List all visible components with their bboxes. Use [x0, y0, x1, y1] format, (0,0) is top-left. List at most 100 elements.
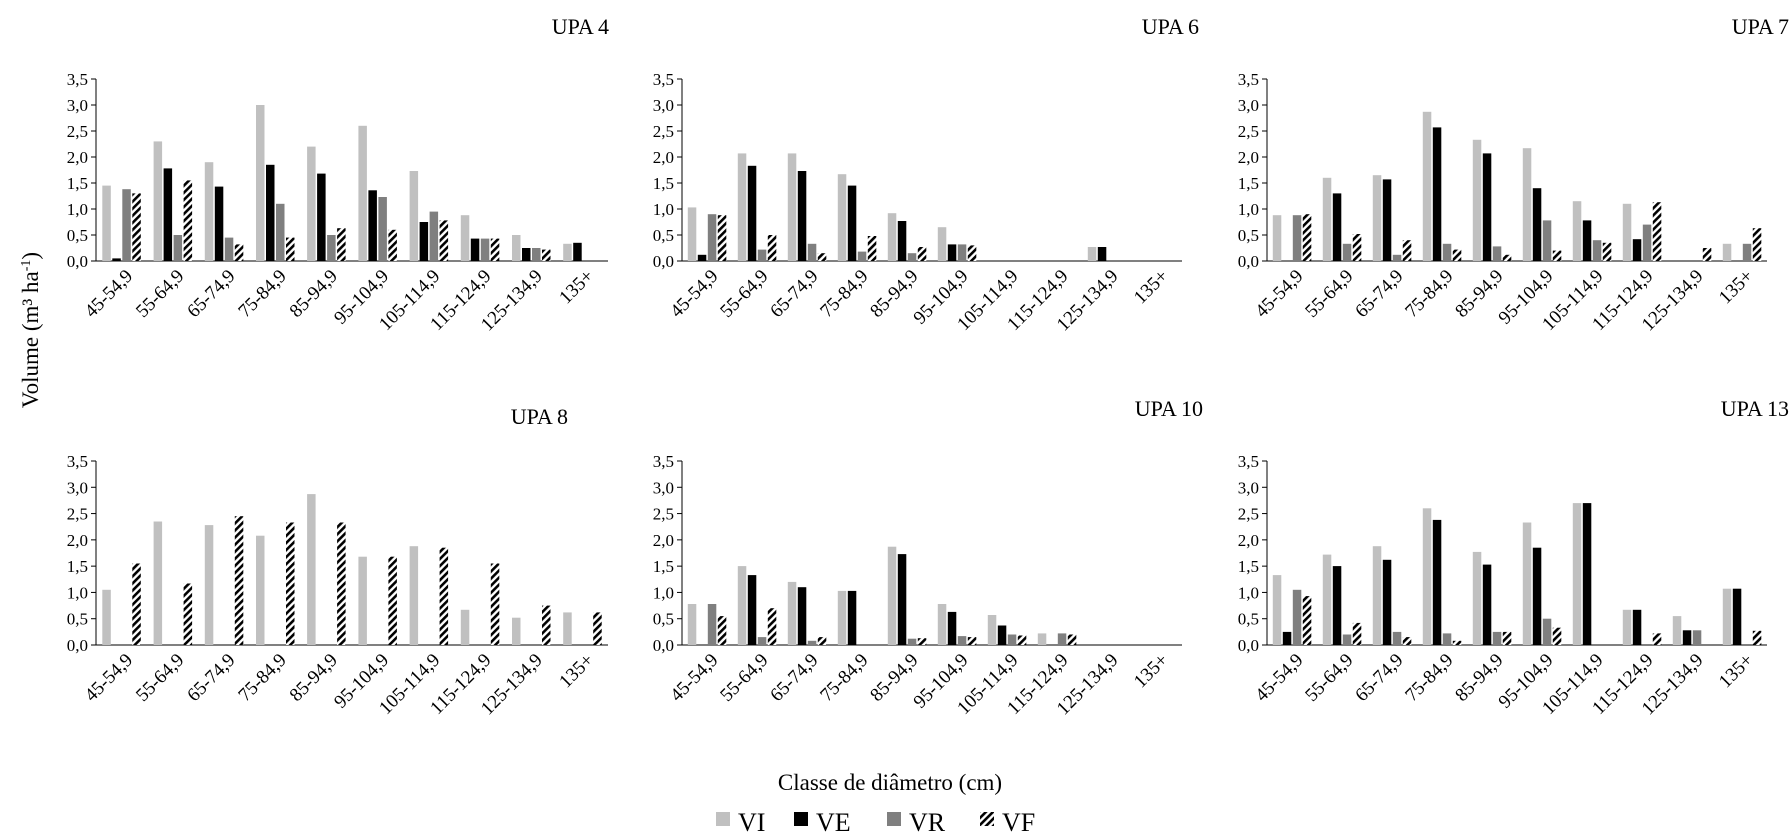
bar-vf — [1552, 250, 1562, 261]
bar-ve — [847, 590, 857, 645]
bar-vr — [276, 203, 285, 261]
bar-ve — [112, 258, 121, 261]
x-tick-label: 45-54,9 — [1251, 650, 1307, 706]
y-tick-label: 1,5 — [67, 174, 88, 193]
bar-vf — [337, 522, 346, 645]
bar-vf — [439, 547, 449, 645]
bar-vf — [542, 249, 551, 261]
y-tick-label: 3,0 — [653, 96, 674, 115]
bar-vf — [967, 245, 977, 261]
bar-vf — [767, 608, 777, 645]
x-tick-label: 65-74,9 — [183, 650, 239, 706]
bar-ve — [797, 587, 807, 645]
y-tick-label: 3,0 — [1238, 478, 1259, 497]
y-tick-label: 2,0 — [1238, 148, 1259, 167]
y-axis-label-main: Volume (m³ ha — [18, 271, 43, 408]
bar-vf — [388, 556, 397, 645]
x-tick-label: 65-74,9 — [1351, 650, 1407, 706]
bar-vi — [563, 243, 572, 261]
y-tick-label: 1,5 — [1238, 174, 1259, 193]
bar-ve — [573, 242, 582, 261]
bar-ve — [1382, 179, 1392, 261]
bar-vi — [887, 213, 897, 261]
bar-ve — [947, 244, 957, 261]
bar-vf — [1452, 249, 1462, 261]
x-tick-label: 45-54,9 — [1251, 266, 1307, 322]
bar-vf — [439, 220, 449, 261]
bar-ve — [697, 254, 707, 261]
bar-ve — [1532, 547, 1542, 645]
bar-vi — [204, 162, 214, 261]
x-tick-label: 55-64,9 — [132, 650, 188, 706]
bar-vi — [787, 581, 797, 645]
bar-vr — [532, 248, 541, 261]
bar-vf — [1652, 202, 1662, 261]
bar-ve — [1582, 503, 1592, 645]
bar-vf — [490, 238, 500, 261]
bar-vr — [1642, 224, 1652, 261]
y-tick-label: 1,0 — [67, 200, 88, 219]
bar-ve — [797, 171, 807, 261]
bar-ve — [1632, 609, 1642, 645]
y-tick-label: 2,5 — [1238, 122, 1259, 141]
bar-vi — [1522, 148, 1532, 261]
x-tick-label: 55-64,9 — [132, 266, 188, 322]
panel-title: UPA 6 — [1142, 14, 1199, 39]
bar-vi — [409, 171, 419, 261]
bar-vf — [286, 237, 295, 261]
bar-ve — [1482, 564, 1492, 645]
bar-ve — [419, 222, 429, 261]
bar-vi — [1722, 588, 1732, 645]
panel-3: UPA 8 0,0 0,5 1,0 1,5 2,0 2,5 3,0 3,5 45-54,955-6… — [67, 404, 608, 719]
bar-vr — [1742, 243, 1752, 261]
bar-ve — [1332, 566, 1342, 645]
bar-vf — [817, 253, 827, 261]
bar-ve — [897, 221, 907, 261]
bar-vi — [737, 566, 747, 645]
bar-ve — [163, 168, 173, 261]
panel-0: UPA 4 0,0 0,5 1,0 1,5 2,0 2,5 3,0 3,5 45-54,955-6… — [67, 14, 609, 335]
bar-vf — [967, 637, 977, 645]
bar-vi — [307, 146, 316, 261]
bar-vf — [1652, 633, 1662, 645]
bar-vi — [1087, 247, 1097, 261]
x-tick-label: 45-54,9 — [81, 650, 137, 706]
bar-ve — [1282, 631, 1292, 645]
bar-vf — [183, 180, 193, 261]
x-tick-label: 135+ — [555, 266, 598, 309]
panel-5: UPA 13 0,0 0,5 1,0 1,5 2,0 2,5 3,0 3,5 45-54,955-… — [1238, 396, 1789, 719]
legend-swatch-vf — [980, 812, 994, 826]
bar-vf — [593, 612, 602, 645]
y-tick-label: 0,5 — [1238, 226, 1259, 245]
y-tick-label: 3,5 — [1238, 452, 1259, 471]
legend-label-vi: VI — [738, 808, 765, 837]
bar-vf — [1752, 630, 1762, 645]
bar-vf — [1302, 596, 1312, 645]
bar-vi — [153, 521, 163, 645]
bar-vi — [1572, 201, 1582, 261]
x-tick-label: 45-54,9 — [81, 266, 137, 322]
bar-vi — [1322, 177, 1332, 261]
bar-vr — [807, 640, 817, 645]
panel-4: UPA 10 0,0 0,5 1,0 1,5 2,0 2,5 3,0 3,5 45-54,955-… — [653, 396, 1203, 719]
x-tick-label: 45-54,9 — [666, 266, 722, 322]
bar-ve — [522, 248, 531, 261]
x-tick-label: 45-54,9 — [666, 650, 722, 706]
y-tick-label: 0,0 — [653, 252, 674, 271]
legend-swatch-ve — [794, 812, 808, 826]
x-tick-label: 75-84,9 — [816, 650, 872, 706]
x-tick-label: 65-74,9 — [183, 266, 239, 322]
bar-vr — [1292, 215, 1302, 261]
bar-vr — [224, 237, 234, 261]
bar-vr — [707, 214, 717, 261]
bar-ve — [368, 190, 377, 261]
bar-vi — [1422, 111, 1432, 261]
bar-vf — [917, 247, 927, 261]
y-tick-label: 2,5 — [1238, 505, 1259, 524]
bar-ve — [1097, 247, 1107, 261]
y-tick-label: 3,5 — [67, 70, 88, 89]
panel-title: UPA 13 — [1721, 396, 1789, 421]
bar-vi — [687, 604, 697, 645]
bar-vr — [1542, 220, 1552, 261]
bar-ve — [1332, 193, 1342, 261]
